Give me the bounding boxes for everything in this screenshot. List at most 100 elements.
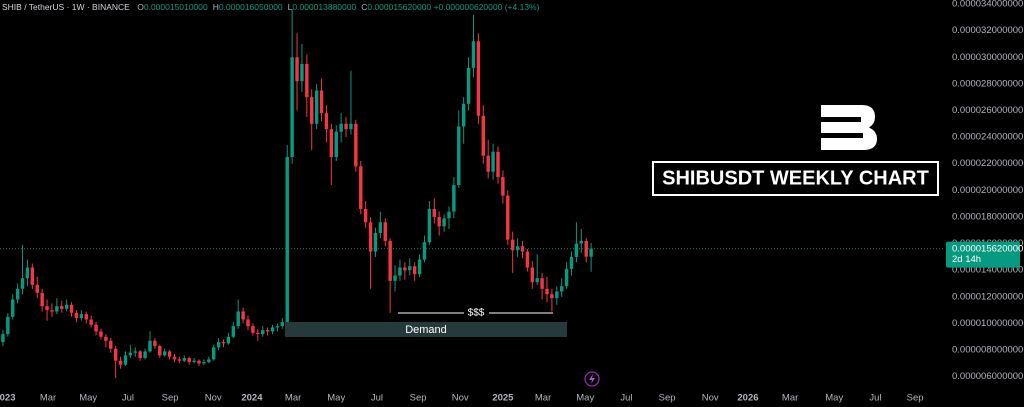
y-tick-label: 0.000010000000 (952, 318, 1023, 329)
x-tick-label: Mar (535, 393, 551, 404)
candle-body (373, 232, 378, 252)
x-tick-label: Nov (205, 393, 222, 404)
candle-body (40, 292, 44, 307)
candle-body (437, 216, 441, 227)
y-tick-label: 0.000006000000 (952, 371, 1023, 382)
y-tick-label: 0.000008000000 (952, 345, 1023, 356)
candle-body (167, 351, 172, 357)
ohlc-value: 0.000013880000 (292, 2, 357, 12)
candle-body (574, 243, 579, 257)
candle-body (432, 208, 436, 217)
y-tick-label: 0.000028000000 (952, 78, 1023, 89)
candle-body (344, 123, 348, 130)
x-tick-label: Nov (702, 393, 719, 404)
candle-body (447, 211, 451, 219)
candle-body (55, 306, 59, 312)
candle-body (564, 268, 569, 287)
candle-body (148, 340, 152, 352)
candle-body (422, 242, 427, 260)
x-tick-label: Sep (907, 393, 924, 404)
candle-body (113, 348, 118, 361)
x-tick-label: May (327, 393, 345, 404)
candle-body (69, 304, 74, 313)
candle-body (378, 222, 383, 233)
candle-body (452, 185, 456, 212)
candle-body (383, 222, 387, 241)
candle-body (501, 177, 505, 196)
x-tick-label: Nov (452, 393, 469, 404)
candle-body (354, 123, 358, 167)
candle-body (417, 259, 422, 275)
candle-body (300, 63, 304, 82)
candle-body (153, 340, 157, 347)
candle-body (133, 351, 137, 353)
x-tick-label: Mar (285, 393, 301, 404)
candle-body (128, 352, 133, 356)
candle-body (334, 131, 338, 158)
banner-box (652, 161, 939, 196)
candle-body (216, 342, 221, 348)
candle-body (177, 359, 182, 361)
candle-body (398, 267, 402, 276)
countdown: 2d 14h (952, 254, 981, 265)
candle-body (349, 123, 353, 130)
candle-body (172, 356, 177, 360)
candle-body (319, 90, 324, 114)
candle-body (25, 267, 30, 279)
candle-body (251, 326, 255, 333)
candle-body (207, 359, 211, 363)
candle-body (530, 267, 535, 283)
y-tick-label: 0.000026000000 (952, 105, 1023, 116)
candle-body (339, 123, 343, 132)
last-price-label: 0.000015620000 (952, 244, 1023, 255)
candle-body (123, 355, 128, 365)
y-tick-label: 0.000018000000 (952, 211, 1023, 222)
candle-body (427, 208, 432, 243)
candle-body (579, 240, 584, 244)
x-tick-label: Mar (782, 393, 798, 404)
last-price-box (946, 241, 1020, 268)
candle-body (363, 208, 368, 223)
demand-label: Demand (405, 324, 447, 336)
alert-icon[interactable] (584, 371, 600, 387)
candle-body (476, 41, 481, 116)
candle-body (393, 275, 397, 281)
y-tick-label: 0.000024000000 (952, 132, 1023, 143)
y-tick-label: 0.000014000000 (952, 265, 1023, 276)
candle-body (182, 358, 187, 361)
candle-body (211, 347, 216, 360)
candle-body (368, 222, 373, 252)
x-tick-label: Sep (410, 393, 427, 404)
candle-body (569, 256, 574, 269)
candle-body (486, 155, 490, 172)
candle-body (584, 240, 588, 257)
candle-body (84, 314, 88, 320)
ohlc-key: C (361, 2, 368, 12)
candle-body (481, 115, 485, 156)
candle-body (589, 248, 593, 257)
candle-body (295, 57, 299, 82)
candles (0, 9, 945, 379)
candle-body (20, 278, 25, 289)
ohlc: O0.000015010000 H0.000016050000 L0.0000138… (132, 2, 433, 12)
x-tick-label: Jul (620, 393, 632, 404)
y-tick-label: 0.000032000000 (952, 25, 1023, 36)
candle-body (241, 311, 245, 320)
candle-body (1, 334, 5, 343)
x-tick-label: 2024 (241, 393, 263, 404)
candle-body (491, 151, 495, 172)
ohlc-value: 0.000015010000 (143, 2, 208, 12)
candle-body (559, 286, 564, 292)
candle-body (11, 299, 15, 317)
candle-body (197, 360, 201, 364)
candle-body (442, 218, 446, 227)
y-tick-label: 0.000022000000 (952, 158, 1023, 169)
x-tick-label: May (79, 393, 97, 404)
x-tick-label: 2025 (492, 393, 514, 404)
candle-body (275, 326, 280, 328)
x-tick-label: 2023 (0, 393, 15, 404)
candle-body (265, 330, 270, 332)
candle-body (231, 326, 236, 337)
candle-body (510, 239, 515, 251)
